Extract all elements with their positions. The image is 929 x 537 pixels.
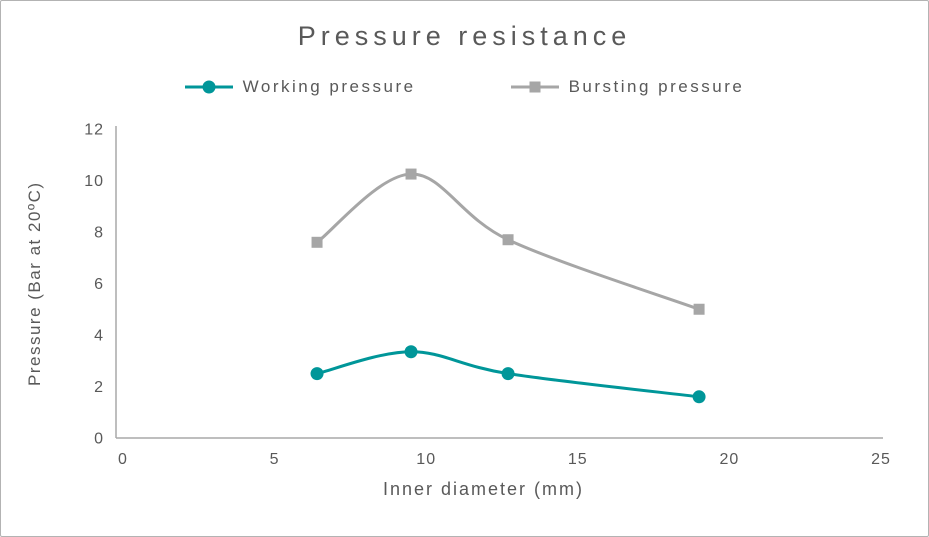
x-tick-label: 0 [118, 451, 128, 468]
series-line-bursting-pressure [315, 172, 701, 311]
legend-item-bursting-pressure: Bursting pressure [510, 77, 745, 97]
data-point-bursting-pressure [502, 234, 514, 246]
data-point-working-pressure [501, 367, 515, 381]
y-tick-label: 10 [84, 173, 104, 190]
legend: Working pressure Bursting pressure [1, 77, 928, 97]
legend-circle-marker-icon [202, 80, 216, 94]
data-point-working-pressure [310, 367, 324, 381]
x-tick-label: 25 [871, 451, 891, 468]
y-tick-label: 12 [84, 122, 104, 139]
data-point-bursting-pressure [693, 303, 705, 315]
bursting-pressure-marker-icon [510, 78, 559, 96]
y-tick-label: 4 [94, 328, 104, 345]
working-pressure-marker-icon [184, 78, 233, 96]
legend-item-working-pressure: Working pressure [184, 77, 416, 97]
y-axis-label: Pressure (Bar at 20ºC) [25, 181, 44, 386]
data-point-bursting-pressure [405, 168, 417, 180]
chart-title: Pressure resistance [297, 21, 632, 51]
legend-label-bursting-pressure: Bursting pressure [568, 77, 745, 96]
legend-label-working-pressure: Working pressure [242, 77, 416, 96]
x-axis-label: Inner diameter (mm) [382, 479, 585, 499]
y-tick-label: 6 [94, 276, 104, 293]
chart-plot: 0 5 10 15 20 25 0 2 4 6 8 10 12 [84, 122, 891, 469]
x-tick-label: 5 [270, 451, 280, 468]
x-tick-label: 15 [568, 451, 588, 468]
data-point-bursting-pressure [311, 236, 323, 248]
data-point-working-pressure [404, 345, 418, 359]
legend-square-marker-icon [529, 81, 541, 93]
data-point-working-pressure [692, 390, 706, 404]
y-tick-label: 2 [94, 379, 104, 396]
series-line-working-pressure [315, 350, 701, 399]
x-tick-label: 10 [416, 451, 436, 468]
y-tick-label: 0 [94, 431, 104, 448]
y-tick-label: 8 [94, 225, 104, 242]
x-tick-label: 20 [720, 451, 740, 468]
